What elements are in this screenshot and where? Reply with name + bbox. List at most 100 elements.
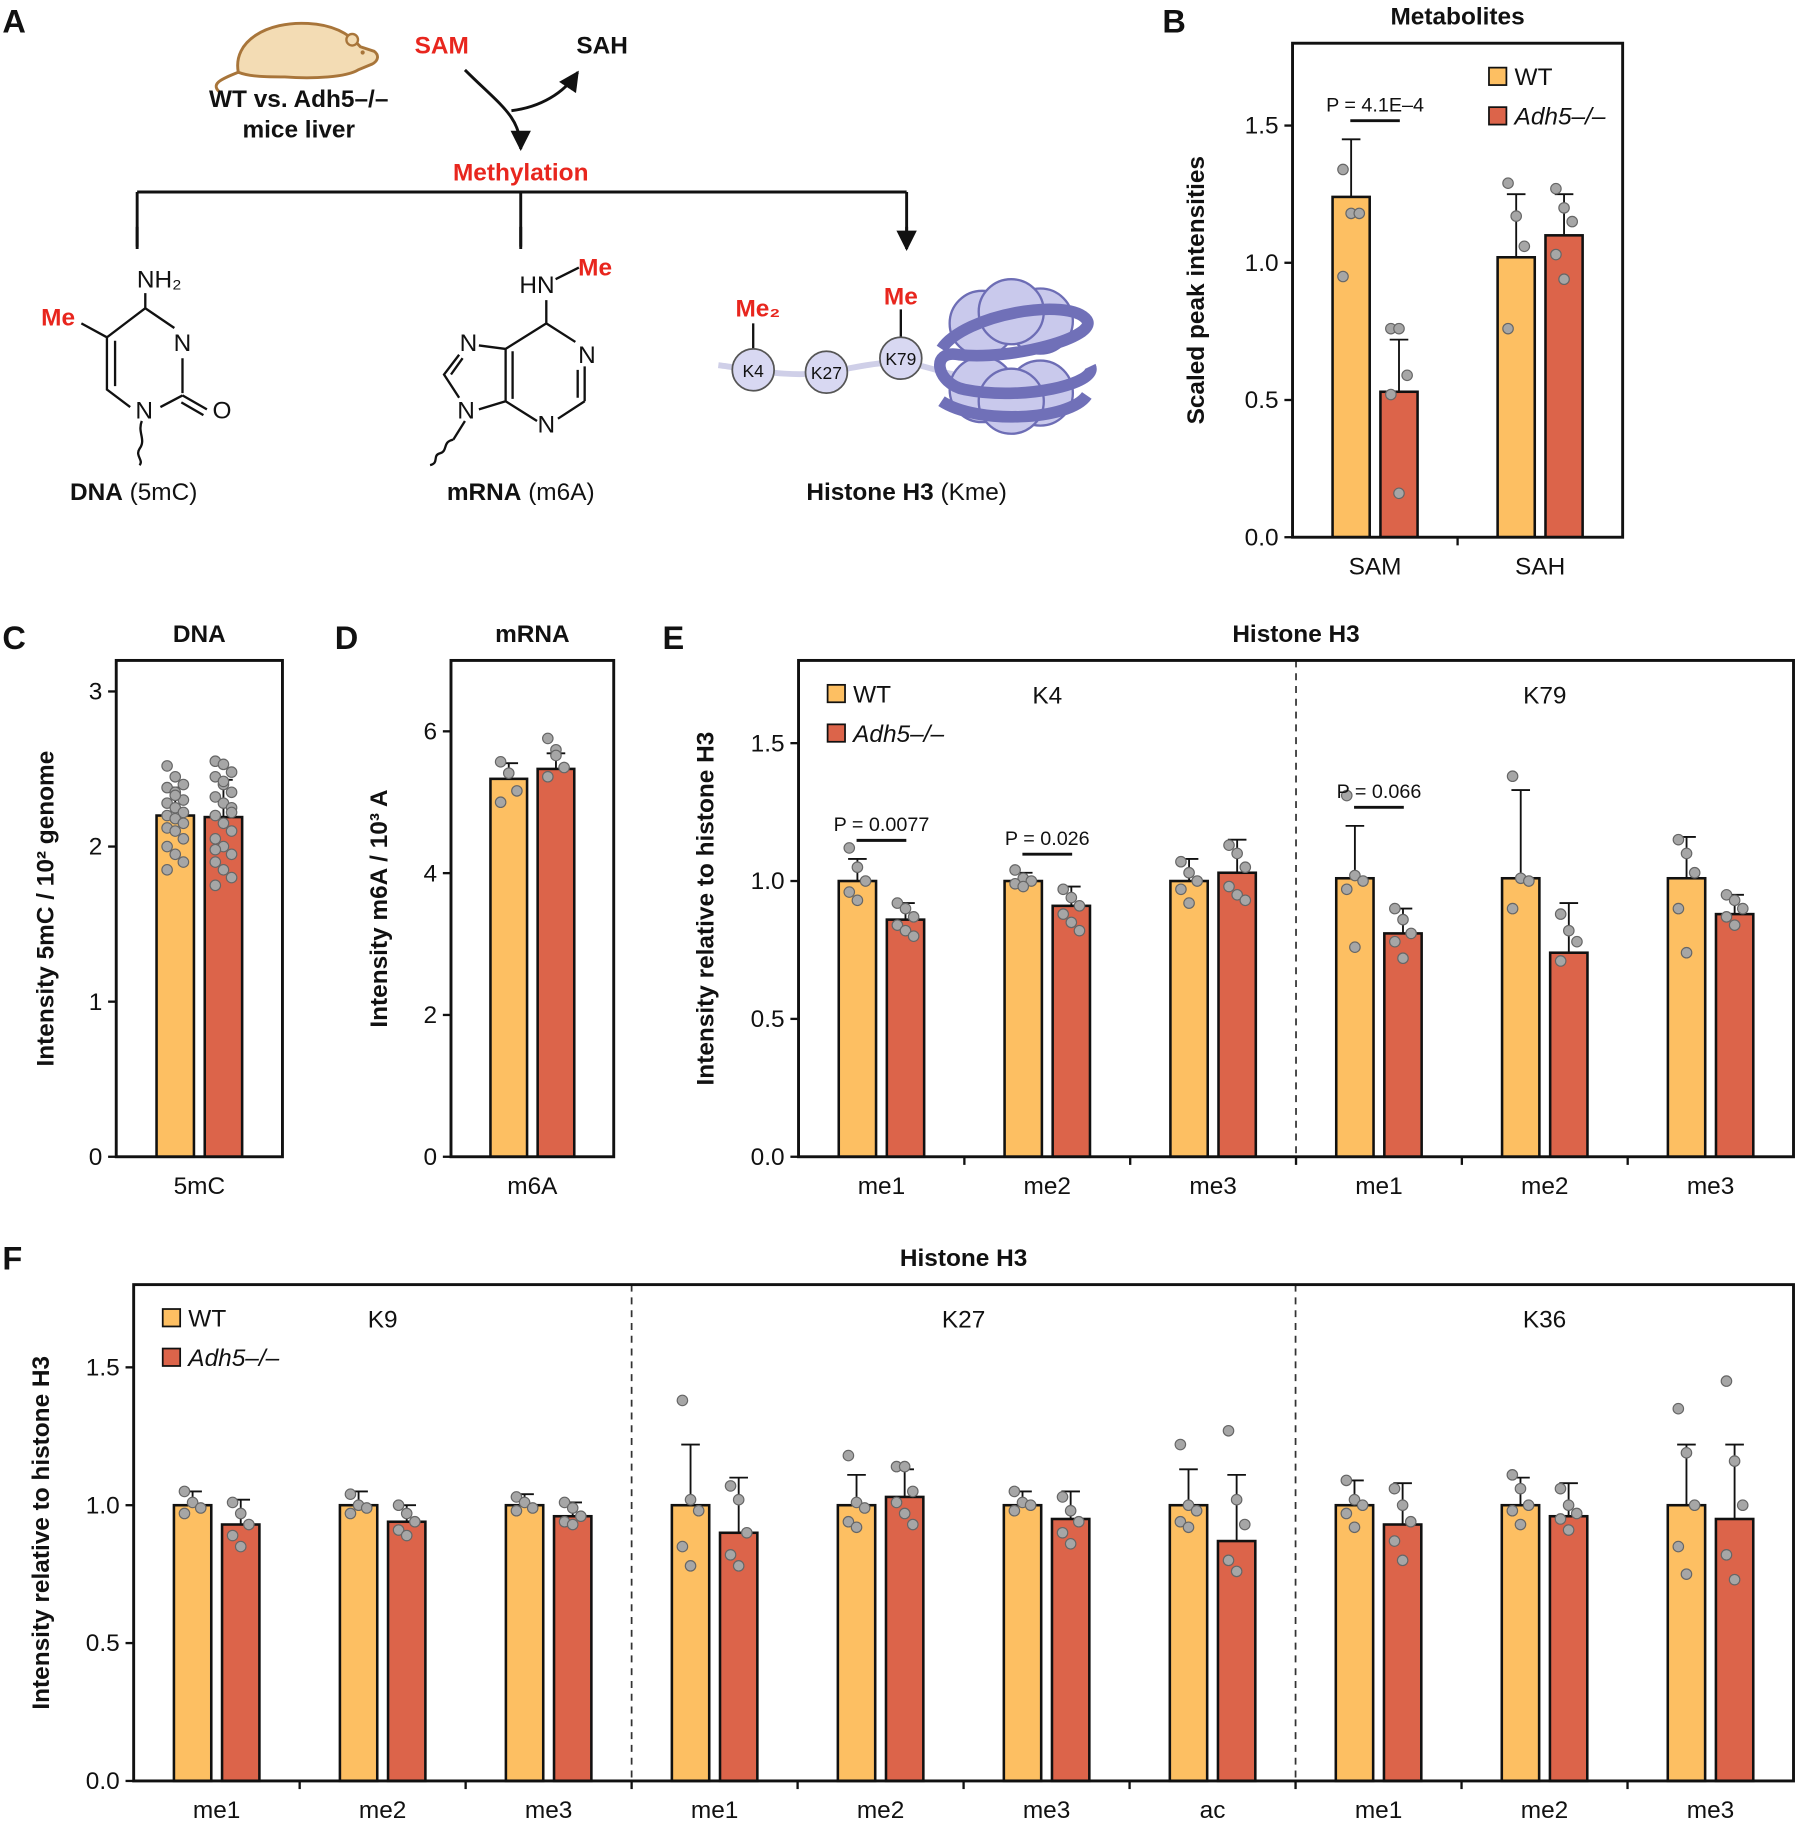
bar — [220, 1523, 261, 1783]
y-tick-label: 3 — [89, 679, 103, 706]
histone-label: Me₂ — [735, 295, 780, 322]
data-point — [1009, 864, 1021, 876]
data-point — [1506, 902, 1519, 915]
data-point — [217, 775, 230, 788]
bar — [1216, 1539, 1257, 1783]
data-point — [1563, 924, 1575, 937]
plot-frame — [797, 658, 1795, 1159]
data-point — [409, 1515, 421, 1528]
target-label: DNA (5mC) — [70, 479, 197, 506]
plot-frame — [114, 658, 284, 1159]
bar — [338, 1503, 379, 1783]
data-point — [511, 785, 523, 797]
data-point — [842, 1515, 855, 1528]
p-value: P = 0.026 — [1005, 828, 1090, 850]
cytosine — [80, 293, 208, 466]
mouse-icon — [214, 21, 379, 95]
panel-label: C — [2, 620, 26, 656]
y-tick-label: 1.5 — [751, 730, 785, 757]
data-point — [1728, 894, 1741, 907]
y-tick-label: 6 — [423, 718, 437, 745]
data-point — [684, 1560, 697, 1572]
data-point — [1510, 210, 1522, 222]
data-point — [1404, 1515, 1417, 1528]
x-tick-label: SAH — [1515, 553, 1565, 580]
data-point — [177, 832, 190, 845]
target-label: mRNA (m6A) — [447, 479, 595, 506]
data-point — [1554, 955, 1567, 967]
histone-label: K79 — [885, 349, 916, 369]
x-tick-label: me1 — [858, 1173, 905, 1200]
atom: NH₂ — [137, 266, 182, 293]
group-label: K79 — [1523, 682, 1566, 709]
y-tick-label: 1 — [89, 989, 103, 1016]
y-axis-label: Intensity 5mC / 10² genome — [32, 751, 59, 1067]
panel-label: E — [663, 620, 685, 656]
data-point — [566, 1502, 579, 1514]
group-label: K4 — [1032, 682, 1062, 709]
chart-title: Histone H3 — [1232, 621, 1359, 648]
data-point — [1340, 1474, 1353, 1487]
data-point — [1558, 273, 1570, 286]
data-point — [550, 749, 562, 762]
data-point — [1073, 924, 1086, 937]
data-point — [1174, 1515, 1187, 1528]
data-point — [1340, 1507, 1353, 1520]
data-point — [510, 1504, 523, 1517]
data-point — [906, 1485, 919, 1498]
atom: N — [460, 330, 478, 357]
data-point — [209, 843, 222, 856]
data-point — [1393, 487, 1405, 500]
y-tick-label: 1.0 — [1245, 250, 1279, 277]
data-point — [1514, 1518, 1527, 1531]
data-point — [1389, 902, 1401, 915]
data-point — [1396, 1499, 1409, 1512]
data-point — [899, 902, 912, 915]
atom: N — [578, 342, 596, 369]
data-point — [1337, 163, 1349, 176]
data-point — [1017, 880, 1030, 893]
diagram: A WT vs. Adh5–/– mice liver SAM SAH Meth… — [2, 4, 1097, 506]
bar — [718, 1531, 759, 1783]
data-point — [1056, 1526, 1069, 1539]
data-point — [178, 1485, 191, 1498]
data-point — [1388, 1482, 1401, 1495]
data-point — [1238, 1518, 1251, 1531]
data-point — [1680, 847, 1693, 860]
legend-swatch — [161, 1308, 182, 1328]
data-point — [1396, 1554, 1409, 1567]
legend-label: WT — [188, 1305, 226, 1332]
data-point — [1064, 1537, 1077, 1550]
chart-title: Histone H3 — [900, 1245, 1027, 1272]
data-point — [1502, 177, 1514, 189]
data-point — [1230, 1493, 1243, 1506]
data-point — [1072, 1515, 1085, 1528]
data-point — [510, 1491, 523, 1503]
data-point — [1182, 1499, 1195, 1512]
data-point — [732, 1560, 745, 1572]
data-point — [392, 1524, 405, 1536]
target-name: mRNA — [447, 479, 522, 506]
process-label: Methylation — [453, 159, 589, 186]
error-bar — [1389, 338, 1409, 392]
bar — [1217, 871, 1258, 1159]
data-point — [676, 1394, 689, 1407]
atom: N — [537, 412, 555, 439]
x-tick-label: me1 — [691, 1797, 738, 1823]
y-tick-label: 1.0 — [86, 1492, 120, 1519]
data-point — [1506, 1469, 1519, 1481]
target-detail: (m6A) — [528, 479, 594, 506]
data-point — [1514, 1482, 1527, 1495]
data-point — [177, 817, 190, 830]
bar — [670, 1503, 711, 1783]
atom: O — [213, 398, 232, 425]
plot-frame — [1291, 41, 1625, 539]
data-point — [400, 1529, 413, 1542]
data-point — [851, 894, 864, 907]
error-bar — [1506, 193, 1526, 258]
bar — [1051, 904, 1092, 1159]
data-point — [1385, 388, 1397, 401]
x-tick-label: ac — [1200, 1797, 1226, 1823]
data-point — [1554, 1482, 1567, 1495]
chart-title: mRNA — [495, 621, 570, 648]
